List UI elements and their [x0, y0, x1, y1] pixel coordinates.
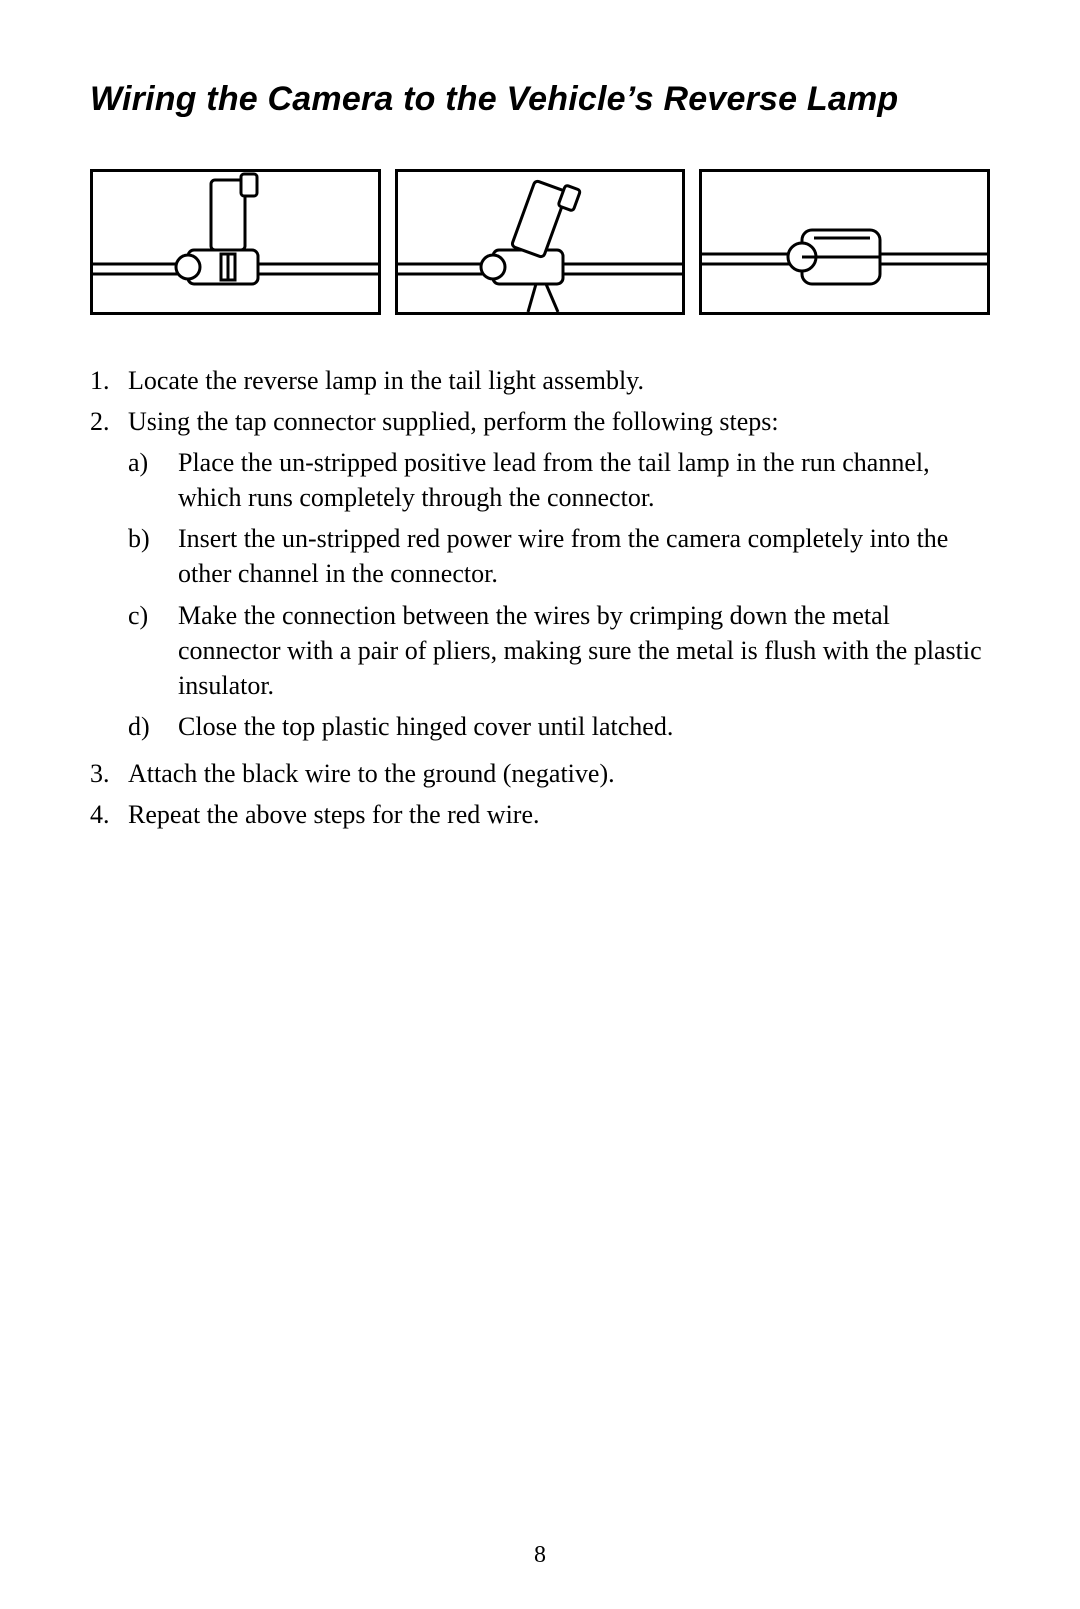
step-text: Attach the black wire to the ground (neg… — [128, 756, 990, 791]
substep-text: Insert the un-stripped red power wire fr… — [178, 521, 990, 591]
step-text: Locate the reverse lamp in the tail ligh… — [128, 363, 990, 398]
substep-label: a) — [128, 445, 178, 515]
connector-closing-icon — [398, 172, 683, 312]
substep-text: Make the connection between the wires by… — [178, 598, 990, 703]
substep-text: Close the top plastic hinged cover until… — [178, 709, 990, 744]
substep-d: d) Close the top plastic hinged cover un… — [128, 709, 990, 744]
substep-c: c) Make the connection between the wires… — [128, 598, 990, 703]
step-number: 3. — [90, 756, 128, 791]
substep-a: a) Place the un-stripped positive lead f… — [128, 445, 990, 515]
step-2: 2. Using the tap connector supplied, per… — [90, 404, 990, 750]
substep-label: b) — [128, 521, 178, 591]
step-1: 1. Locate the reverse lamp in the tail l… — [90, 363, 990, 398]
step-4: 4. Repeat the above steps for the red wi… — [90, 797, 990, 832]
connector-open-icon — [93, 172, 378, 312]
connector-closed-icon — [702, 172, 987, 312]
page-number: 8 — [0, 1542, 1080, 1569]
page: Wiring the Camera to the Vehicle’s Rever… — [0, 0, 1080, 1609]
step-number: 1. — [90, 363, 128, 398]
figure-panel-3 — [699, 169, 990, 315]
substep-label: c) — [128, 598, 178, 703]
substep-b: b) Insert the un-stripped red power wire… — [128, 521, 990, 591]
figure-row — [90, 169, 990, 315]
substep-text: Place the un-stripped positive lead from… — [178, 445, 990, 515]
substep-label: d) — [128, 709, 178, 744]
step-2-intro: Using the tap connector supplied, perfor… — [128, 407, 779, 436]
section-title: Wiring the Camera to the Vehicle’s Rever… — [90, 80, 990, 119]
step-number: 4. — [90, 797, 128, 832]
step-number: 2. — [90, 404, 128, 750]
step-3: 3. Attach the black wire to the ground (… — [90, 756, 990, 791]
substeps-list: a) Place the un-stripped positive lead f… — [128, 445, 990, 744]
figure-panel-2 — [395, 169, 686, 315]
instructions-list: 1. Locate the reverse lamp in the tail l… — [90, 363, 990, 832]
figure-panel-1 — [90, 169, 381, 315]
step-text: Repeat the above steps for the red wire. — [128, 797, 990, 832]
step-text: Using the tap connector supplied, perfor… — [128, 404, 990, 750]
